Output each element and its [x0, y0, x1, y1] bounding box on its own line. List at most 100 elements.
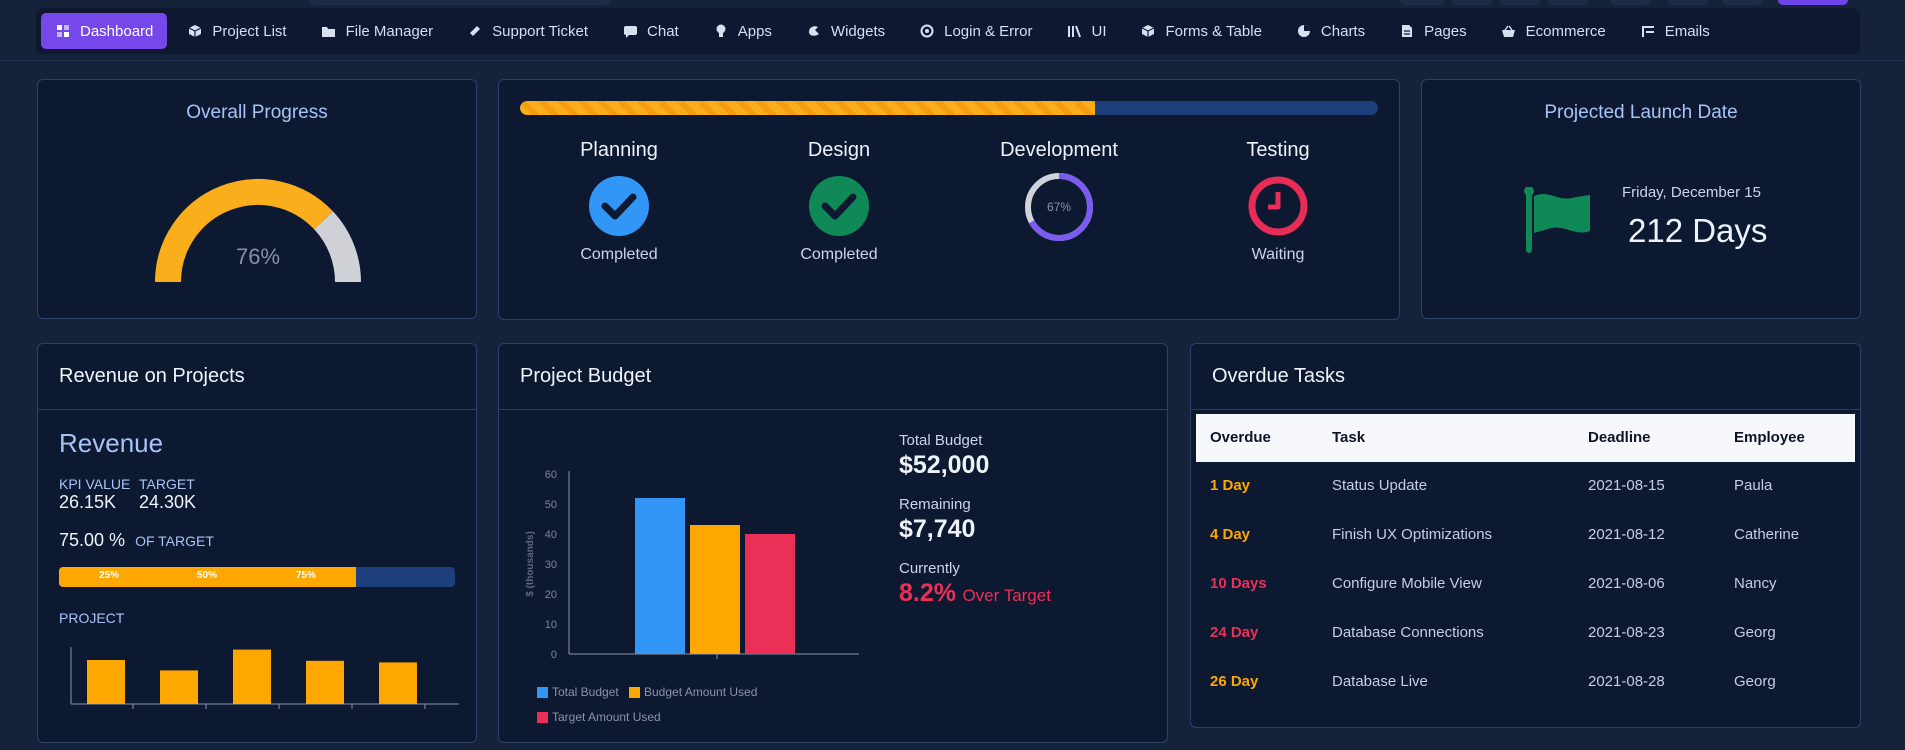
target-progress-bar: 25% 50% 75% [59, 567, 455, 587]
overdue-card-title: Overdue Tasks [1191, 344, 1860, 410]
deadline-cell: 2021-08-23 [1588, 624, 1665, 641]
nav-item-dashboard[interactable]: Dashboard [41, 13, 168, 49]
nav-item-ecommerce[interactable]: Ecommerce [1487, 13, 1620, 49]
nav-item-support-ticket[interactable]: Support Ticket [453, 13, 602, 49]
nav-item-file-manager[interactable]: File Manager [307, 13, 448, 49]
budget-bar-budget-amount-used [690, 525, 740, 654]
target-progress-fill [59, 567, 356, 587]
employee-cell: Nancy [1734, 575, 1777, 592]
overdue-cell: 1 Day [1210, 477, 1251, 494]
kpi-value: 26.15K [59, 492, 117, 512]
header-button-stub[interactable] [1668, 0, 1708, 5]
nav-item-pages[interactable]: Pages [1385, 13, 1481, 49]
overdue-cell: 24 Day [1210, 624, 1259, 641]
gauge-progress-arc [155, 179, 334, 283]
of-target-label: OF TARGET [135, 533, 214, 549]
nav-item-emails[interactable]: Emails [1626, 13, 1724, 49]
nav-item-apps[interactable]: Apps [699, 13, 786, 49]
overdue-cell: 26 Day [1210, 673, 1259, 690]
nav-item-ui[interactable]: UI [1052, 13, 1120, 49]
stage-name: Planning [580, 139, 658, 161]
progress-ring-arc [1025, 173, 1093, 241]
table-row[interactable]: 10 Days Configure Mobile View 2021-08-06 Na… [1196, 560, 1855, 609]
nav-item-label: Dashboard [80, 22, 154, 40]
of-target-block: 75.00 % OF TARGET [59, 530, 214, 551]
nav-item-label: Emails [1664, 22, 1710, 40]
stage-status: Completed [580, 246, 658, 263]
gauge-percent-label: 76% [236, 244, 280, 269]
header-button-stub[interactable] [1500, 0, 1540, 5]
project-bar [379, 662, 417, 704]
table-row[interactable]: 26 Day Database Live 2021-08-28 Georg [1196, 658, 1855, 707]
nav-item-charts[interactable]: Charts [1282, 13, 1379, 49]
y-tick-label: 0 [551, 649, 557, 661]
y-tick-label: 20 [545, 589, 557, 601]
stage-status: Waiting [1251, 246, 1305, 263]
header-action-stub[interactable] [1778, 0, 1848, 5]
clock-icon [1248, 176, 1308, 236]
navbar-divider [0, 60, 1905, 61]
col-header-overdue: Overdue [1210, 429, 1271, 446]
employee-cell: Georg [1734, 673, 1776, 690]
nav-item-widgets[interactable]: Widgets [792, 13, 899, 49]
overdue-cell: 10 Days [1210, 575, 1267, 592]
project-bar [87, 660, 125, 704]
table-row[interactable]: 4 Day Finish UX Optimizations 2021-08-12 Ca… [1196, 511, 1855, 560]
table-header: Overdue Task Deadline Employee [1196, 414, 1855, 462]
currently-suffix: Over Target [962, 586, 1051, 605]
stage-testing: Testing Waiting [1198, 139, 1358, 264]
header-search-stub[interactable] [310, 0, 610, 5]
table-row[interactable]: 1 Day Status Update 2021-08-15 Paula [1196, 462, 1855, 511]
stage-design: Design Completed [759, 139, 919, 264]
nav-item-project-list[interactable]: Project List [173, 13, 300, 49]
deadline-cell: 2021-08-28 [1588, 673, 1665, 690]
header-button-stub[interactable] [1452, 0, 1492, 5]
stage-planning: Planning Completed [539, 139, 699, 264]
legend-swatch [537, 712, 548, 723]
project-mini-bar-chart [70, 647, 459, 709]
nav-item-label: Project List [212, 22, 287, 40]
overdue-cell: 4 Day [1210, 526, 1251, 543]
launch-date-title: Projected Launch Date [1544, 102, 1738, 123]
progress-ring-icon: 67% [1025, 173, 1093, 241]
table-row[interactable]: 24 Day Database Connections 2021-08-23 Geor… [1196, 609, 1855, 658]
bars-icon [1066, 23, 1082, 39]
y-tick-label: 30 [545, 559, 557, 571]
nav-item-chat[interactable]: Chat [608, 13, 693, 49]
deadline-cell: 2021-08-15 [1588, 477, 1665, 494]
launch-date-text: Friday, December 15 [1622, 184, 1761, 201]
stage-status: Completed [800, 246, 878, 263]
of-target-percent: 75.00 % [59, 530, 126, 550]
header-button-stub[interactable] [1400, 0, 1444, 5]
header-button-stub[interactable] [1722, 0, 1762, 5]
y-tick-label: 40 [545, 529, 557, 541]
page-icon [1399, 23, 1415, 39]
bulb-icon [713, 23, 729, 39]
revenue-heading: Revenue [59, 428, 164, 458]
lock-icon [919, 23, 935, 39]
cube-icon [1140, 23, 1156, 39]
ticket-icon [467, 23, 483, 39]
header-button-stub[interactable] [1548, 0, 1588, 5]
progress-mark: 75% [296, 570, 317, 581]
revenue-card: Revenue on Projects Revenue KPI VALUE 26… [37, 343, 477, 743]
progress-mark: 50% [197, 570, 218, 581]
deadline-cell: 2021-08-06 [1588, 575, 1665, 592]
task-cell: Finish UX Optimizations [1332, 526, 1493, 543]
task-cell: Status Update [1332, 477, 1428, 494]
nav-item-login-error[interactable]: Login & Error [905, 13, 1046, 49]
remaining-label: Remaining [899, 496, 971, 513]
stage-progress-bar [520, 101, 1378, 115]
gauge-chart: 76% [155, 179, 361, 283]
nav-item-label: Widgets [830, 22, 886, 40]
project-budget-card: Project Budget 0 10 20 30 40 50 60 $ (thousands… [498, 343, 1168, 743]
col-header-task: Task [1332, 429, 1366, 446]
folder-icon [321, 23, 337, 39]
nav-item-forms-table[interactable]: Forms & Table [1126, 13, 1275, 49]
header-button-stub[interactable] [1610, 0, 1650, 5]
flag-icon [1524, 187, 1590, 253]
y-axis-label: $ (thousands) [525, 531, 536, 597]
total-budget-value: $52,000 [899, 451, 990, 479]
project-label: PROJECT [59, 610, 125, 626]
